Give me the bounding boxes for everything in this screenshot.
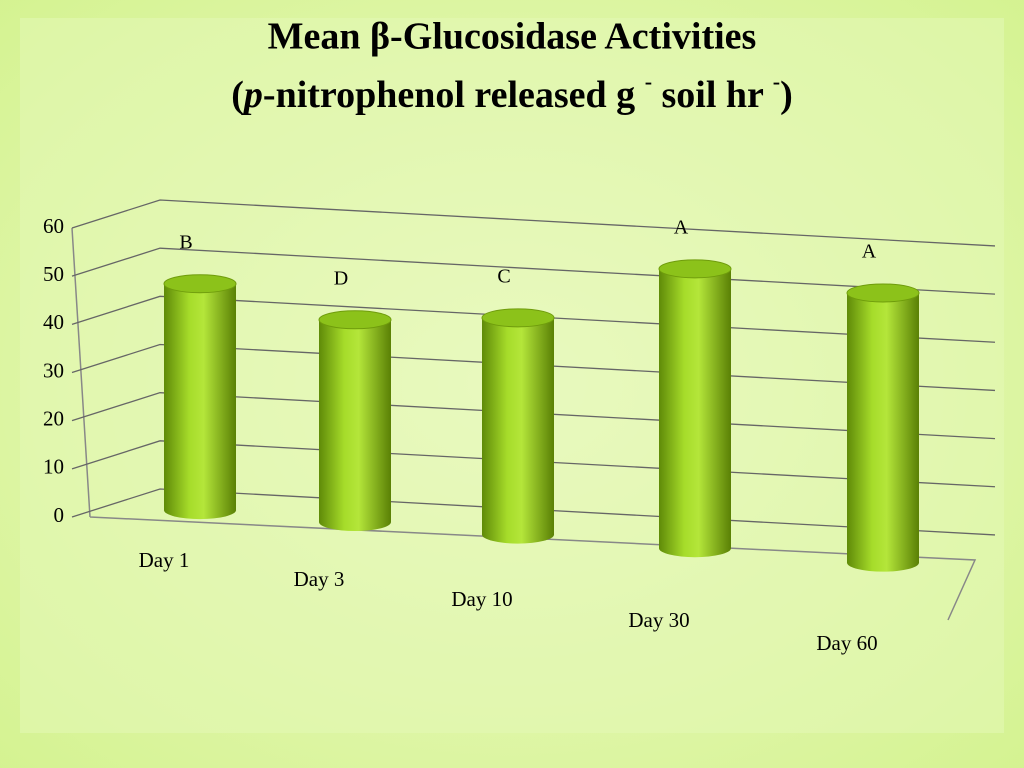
bar-part	[846, 283, 920, 303]
subtitle-part: (	[231, 74, 244, 116]
bar	[163, 274, 237, 520]
y-tick-label: 30	[43, 358, 64, 382]
subtitle-part: -nitrophenol released g	[263, 74, 645, 116]
bar-part	[163, 274, 237, 294]
x-tick-label: Day 3	[294, 567, 345, 591]
y-tick-label: 10	[43, 455, 64, 479]
data-annotation: C	[497, 265, 510, 287]
chart-title: Mean β-Glucosidase Activities	[268, 16, 757, 58]
bar	[481, 308, 555, 544]
data-annotation: A	[674, 216, 689, 238]
axis-frame	[71, 227, 977, 621]
chart-subtitle: (p-nitrophenol released g - soil hr -)	[231, 69, 792, 116]
y-tick-label: 50	[43, 262, 64, 286]
data-annotation: A	[862, 241, 877, 263]
subtitle-part: )	[780, 74, 793, 116]
y-tick-label: 0	[54, 503, 65, 527]
bar-part	[847, 292, 919, 563]
bar	[846, 283, 920, 572]
bar-part	[164, 283, 236, 511]
x-tick-label: Day 1	[139, 548, 190, 572]
bar-part	[319, 319, 391, 523]
subtitle-part: -	[773, 69, 780, 94]
bar-part	[658, 259, 732, 279]
grid-line	[71, 199, 996, 247]
x-tick-label: Day 60	[816, 631, 877, 655]
data-annotation: D	[334, 267, 348, 289]
subtitle-part: p	[241, 74, 263, 116]
data-annotation: B	[179, 231, 192, 253]
bar	[658, 259, 732, 558]
y-tick-label: 60	[43, 214, 64, 238]
y-tick-label: 20	[43, 406, 64, 430]
subtitle-part: soil hr	[652, 74, 773, 116]
y-tick-label: 40	[43, 310, 64, 334]
bar-part	[482, 317, 554, 535]
subtitle-part: -	[645, 69, 652, 94]
bar-part	[481, 308, 555, 328]
bar	[318, 310, 392, 532]
bar-part	[659, 268, 731, 549]
bar-part	[318, 310, 392, 330]
x-tick-label: Day 30	[628, 608, 689, 632]
x-tick-label: Day 10	[451, 587, 512, 611]
